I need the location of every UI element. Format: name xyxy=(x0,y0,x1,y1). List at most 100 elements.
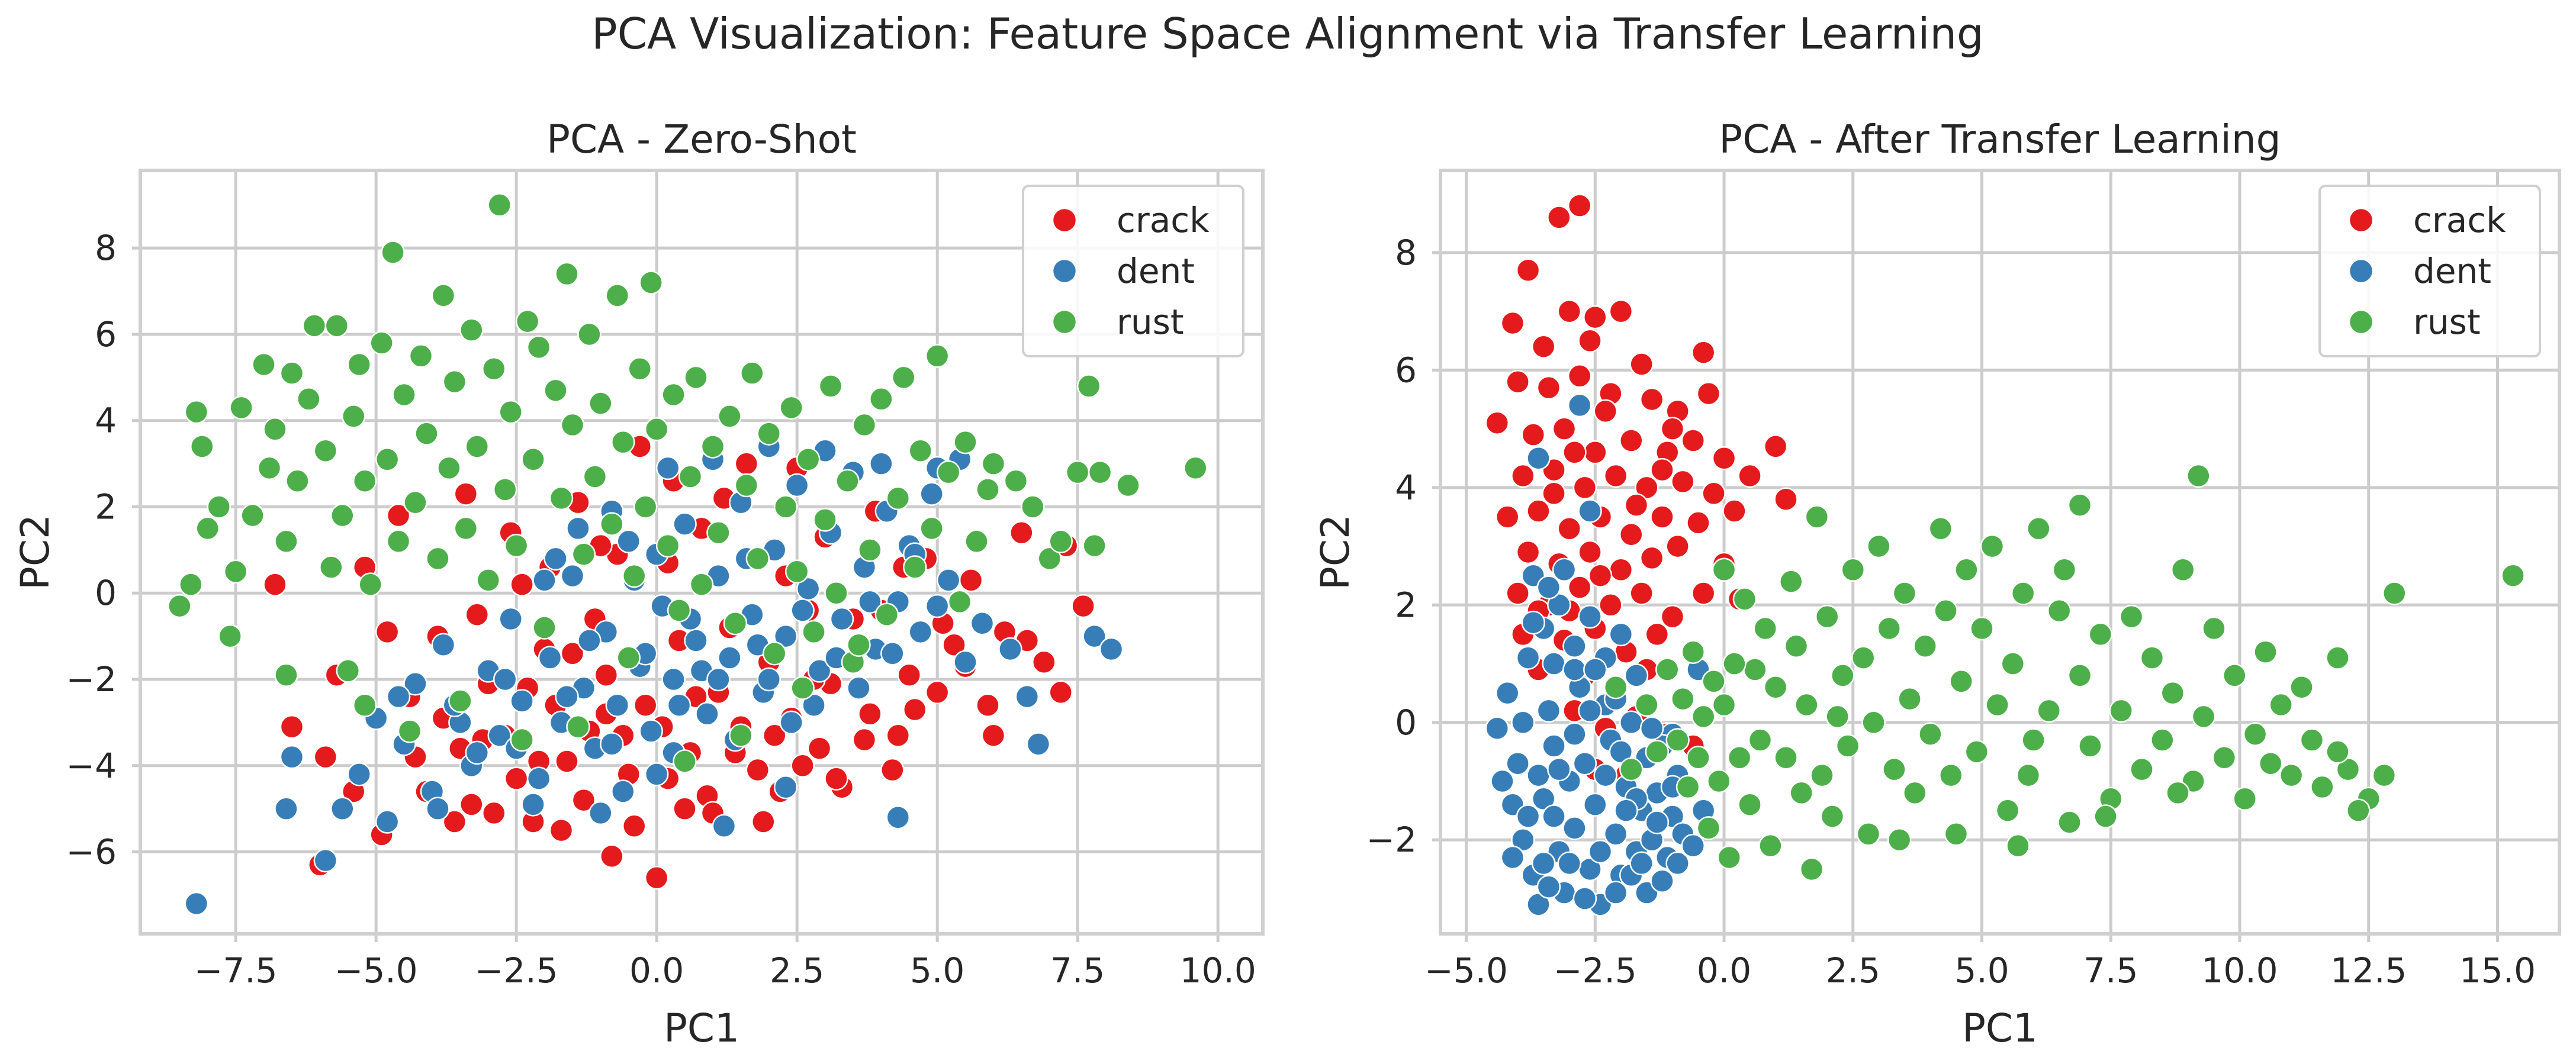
chart-after-transfer: −5.0 −2.5 0.0 2.5 5.0 7.5 10.0 12.5 15.0−202468 … xyxy=(1313,117,2561,1051)
legend-label-dent: dent xyxy=(2413,251,2491,291)
point-crack xyxy=(1603,463,1628,488)
point-rust xyxy=(2027,517,2051,541)
point-dent xyxy=(1015,684,1040,709)
point-rust xyxy=(481,357,506,381)
point-dent xyxy=(560,563,585,588)
point-rust xyxy=(2166,781,2190,805)
point-dent xyxy=(588,801,613,826)
point-crack xyxy=(1702,481,1726,506)
point-rust xyxy=(1918,722,1943,746)
y-tick-label: −6 xyxy=(66,832,117,872)
point-dent xyxy=(718,646,742,670)
point-dent xyxy=(807,659,832,683)
point-dent xyxy=(605,693,630,717)
point-rust xyxy=(874,602,899,627)
point-rust xyxy=(577,322,602,347)
point-rust xyxy=(297,387,321,411)
point-rust xyxy=(1913,634,1937,659)
point-rust xyxy=(195,516,220,541)
x-axis-label-zero-shot: PC1 xyxy=(664,1005,739,1051)
point-crack xyxy=(1511,463,1535,488)
ticks-zero-shot: −7.5 −5.0 −2.5 0.0 2.5 5.0 7.5 10.0 −6 −4 −2 0 2 4 6 8 xyxy=(66,228,1256,991)
point-dent xyxy=(1542,804,1566,828)
point-rust xyxy=(813,508,837,532)
point-rust xyxy=(1758,833,1783,858)
point-crack xyxy=(1572,475,1597,500)
point-dent xyxy=(1603,881,1628,905)
point-crack xyxy=(454,482,478,506)
point-rust xyxy=(1841,557,1866,582)
point-rust xyxy=(257,456,282,481)
point-crack xyxy=(852,727,877,752)
point-rust xyxy=(2088,622,2113,647)
point-rust xyxy=(1707,769,1731,794)
point-dent xyxy=(526,766,551,791)
x-tick-label: 2.5 xyxy=(770,950,824,991)
point-rust xyxy=(2109,698,2133,723)
y-tick-label: −2 xyxy=(66,659,117,699)
point-rust xyxy=(454,516,478,541)
point-rust xyxy=(2006,833,2030,858)
point-dent xyxy=(1578,604,1602,629)
point-dent xyxy=(1026,732,1051,756)
point-rust xyxy=(953,430,977,454)
point-crack xyxy=(1599,593,1623,617)
point-rust xyxy=(1815,604,1839,629)
point-dent xyxy=(1536,698,1561,723)
point-crack xyxy=(942,633,966,657)
point-crack xyxy=(1712,446,1736,470)
point-rust xyxy=(499,399,523,424)
point-crack xyxy=(1619,428,1644,453)
point-rust xyxy=(560,412,585,437)
point-dent xyxy=(1583,792,1607,817)
point-dent xyxy=(1562,816,1587,840)
point-rust xyxy=(1789,781,1813,805)
point-crack xyxy=(824,766,848,791)
point-dent xyxy=(1681,833,1706,858)
point-rust xyxy=(279,361,304,385)
point-rust xyxy=(1645,740,1670,764)
point-dent xyxy=(925,594,950,618)
point-rust xyxy=(908,439,932,463)
point-dent xyxy=(858,589,882,614)
point-dent xyxy=(1650,869,1674,893)
point-rust xyxy=(835,469,860,493)
point-rust xyxy=(1004,469,1028,493)
point-crack xyxy=(880,757,905,782)
point-rust xyxy=(2223,663,2247,688)
point-dent xyxy=(1572,751,1597,776)
point-dent xyxy=(695,702,719,726)
point-rust xyxy=(341,404,366,428)
point-crack xyxy=(465,602,490,627)
point-crack xyxy=(1578,540,1602,565)
point-rust xyxy=(2326,740,2350,764)
point-rust xyxy=(448,689,472,713)
point-dent xyxy=(1562,657,1587,682)
point-rust xyxy=(336,659,361,683)
point-dent xyxy=(1578,499,1602,523)
point-rust xyxy=(1116,473,1140,498)
point-rust xyxy=(1088,460,1112,485)
point-dent xyxy=(1526,892,1551,917)
point-dent xyxy=(1536,875,1561,899)
legend-label-rust: rust xyxy=(1117,302,1184,342)
point-rust xyxy=(667,598,692,623)
point-rust xyxy=(1722,652,1747,676)
point-rust xyxy=(1712,557,1736,582)
point-dent xyxy=(880,641,905,666)
point-dent xyxy=(313,848,338,873)
point-rust xyxy=(2021,728,2046,752)
point-crack xyxy=(313,744,338,769)
point-rust xyxy=(414,421,439,446)
figure-suptitle: PCA Visualization: Feature Space Alignme… xyxy=(591,9,1983,59)
point-crack xyxy=(1681,428,1706,453)
point-dent xyxy=(1516,646,1541,670)
legend-marker-crack xyxy=(1051,207,1078,233)
point-dent xyxy=(1665,851,1690,876)
point-rust xyxy=(622,563,647,588)
point-dent xyxy=(1583,657,1607,682)
point-rust xyxy=(919,516,944,541)
point-rust xyxy=(426,546,450,571)
point-crack xyxy=(902,697,927,722)
